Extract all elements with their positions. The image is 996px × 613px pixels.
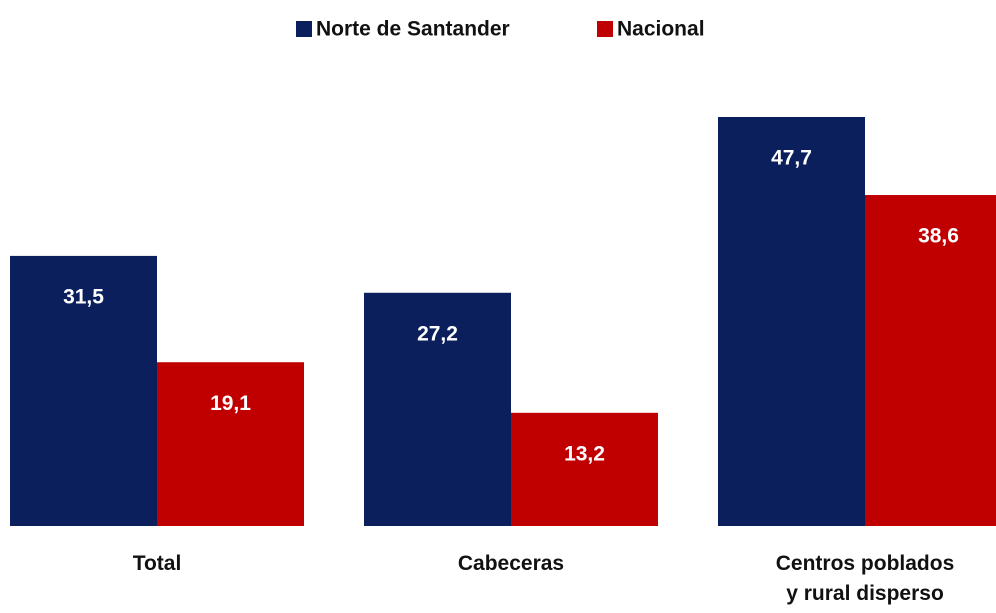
x-tick-label: Centros poblados y rural disperso <box>775 552 955 605</box>
value-label: 47,7 <box>771 147 812 170</box>
legend-swatch <box>597 21 613 37</box>
bar <box>157 362 304 526</box>
bar <box>10 255 157 527</box>
value-label: 13,2 <box>564 442 605 465</box>
value-label: 38,6 <box>918 225 959 248</box>
x-tick-label: Total <box>132 552 182 575</box>
legend-swatch <box>296 21 312 37</box>
bar <box>364 292 511 526</box>
x-tick-label: Cabeceras <box>457 552 565 575</box>
value-label: 19,1 <box>210 392 251 415</box>
legend-label: Norte de Santander <box>316 18 510 41</box>
bar <box>865 195 996 526</box>
value-label: 27,2 <box>417 322 458 345</box>
value-label: 31,5 <box>63 285 104 308</box>
legend-label: Nacional <box>617 18 705 41</box>
bar <box>511 412 658 526</box>
bar <box>718 117 865 526</box>
